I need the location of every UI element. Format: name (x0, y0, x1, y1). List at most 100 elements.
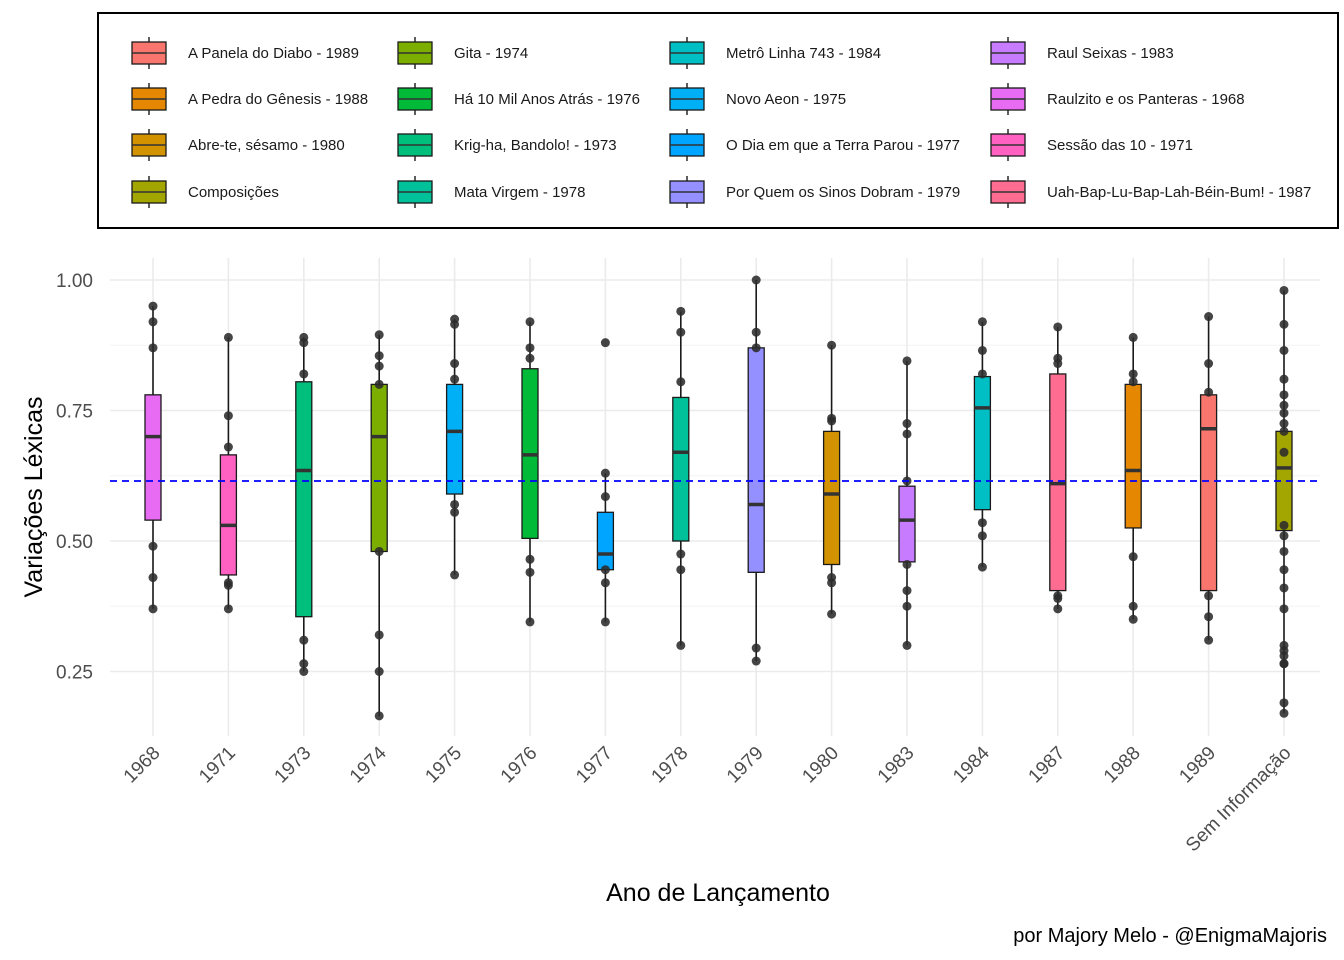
data-point (1204, 591, 1214, 601)
data-point (1279, 390, 1289, 400)
legend-item: Há 10 Mil Anos Atrás - 1976 (397, 83, 640, 115)
box-1975 (445, 314, 464, 580)
x-tick-label: 1989 (1175, 743, 1220, 788)
data-point (676, 306, 686, 316)
data-point (374, 546, 384, 556)
data-point (374, 330, 384, 340)
data-point (600, 492, 610, 502)
data-point (1128, 614, 1138, 624)
data-point (1128, 369, 1138, 379)
data-point (148, 317, 158, 327)
data-point (1279, 565, 1289, 575)
x-tick-label: 1974 (346, 742, 391, 787)
box-1984 (973, 317, 992, 572)
data-point (827, 578, 837, 588)
legend-label: Krig-ha, Bandolo! - 1973 (454, 137, 617, 154)
legend-item: Raul Seixas - 1983 (990, 37, 1174, 69)
data-point (1279, 374, 1289, 384)
x-tick-label: 1984 (949, 742, 994, 787)
data-point (223, 332, 233, 342)
x-tick-label: 1973 (271, 743, 316, 788)
data-point (902, 601, 912, 611)
box-Sem Informação (1275, 285, 1293, 718)
data-point (827, 340, 837, 350)
data-point (450, 507, 460, 517)
data-point (450, 374, 460, 384)
data-point (1279, 319, 1289, 329)
legend-label: A Pedra do Gênesis - 1988 (188, 91, 368, 108)
data-point (1204, 387, 1214, 397)
data-point (525, 317, 535, 327)
legend-label: Novo Aeon - 1975 (726, 91, 846, 108)
data-point (751, 275, 761, 285)
data-point (827, 416, 837, 426)
legend-item: A Panela do Diabo - 1989 (131, 37, 359, 69)
legend-label: Metrô Linha 743 - 1984 (726, 45, 881, 62)
legend-item: Mata Virgem - 1978 (397, 176, 585, 208)
data-point (1279, 651, 1289, 661)
box-iqr (144, 394, 162, 521)
data-point (374, 711, 384, 721)
data-point (977, 317, 987, 327)
data-point (1279, 531, 1289, 541)
data-point (525, 343, 535, 353)
x-axis-ticks: 1968 1971 1973 1974 1975 1976 1977 1978 1979 1980… (120, 742, 1296, 856)
box-1988 (1124, 332, 1142, 624)
box-1977 (596, 338, 615, 627)
box-iqr (672, 396, 690, 542)
legend-label: Raulzito e os Panteras - 1968 (1047, 91, 1245, 108)
data-point (977, 369, 987, 379)
data-point (1279, 546, 1289, 556)
data-point (1279, 520, 1289, 530)
data-point (223, 442, 233, 452)
data-point (148, 573, 158, 583)
data-point (299, 635, 309, 645)
data-point (525, 617, 535, 627)
legend-item: Novo Aeon - 1975 (669, 83, 846, 115)
y-tick-label: 1.00 (56, 271, 93, 292)
data-point (450, 319, 460, 329)
data-point (676, 327, 686, 337)
caption: por Majory Melo - @EnigmaMajoris (1013, 925, 1327, 947)
data-point (1053, 593, 1063, 603)
data-point (902, 356, 912, 366)
data-point (223, 580, 233, 590)
data-point (600, 565, 610, 575)
legend-item: Sessão das 10 - 1971 (990, 129, 1193, 161)
x-tick-label: 1968 (120, 743, 165, 788)
data-point (148, 301, 158, 311)
data-point (751, 656, 761, 666)
y-axis-title: Variações Léxicas (20, 396, 48, 597)
data-point (525, 554, 535, 564)
data-point (1204, 312, 1214, 322)
data-point (1053, 322, 1063, 332)
box-iqr (295, 381, 313, 618)
data-point (676, 549, 686, 559)
legend-label: Há 10 Mil Anos Atrás - 1976 (454, 91, 640, 108)
box-iqr (445, 383, 464, 495)
legend-item: A Pedra do Gênesis - 1988 (131, 83, 368, 115)
data-point (902, 559, 912, 569)
data-point (1279, 583, 1289, 593)
box-iqr (747, 347, 765, 573)
x-tick-label: 1975 (421, 743, 466, 788)
data-point (374, 361, 384, 371)
x-tick-label: 1987 (1025, 743, 1070, 788)
legend-item: Gita - 1974 (397, 37, 528, 69)
data-point (450, 359, 460, 369)
data-point (450, 499, 460, 509)
legend-item: Abre-te, sésamo - 1980 (131, 129, 345, 161)
legend-label: Abre-te, sésamo - 1980 (188, 137, 345, 154)
data-point (1204, 359, 1214, 369)
data-point (1279, 400, 1289, 410)
data-point (676, 640, 686, 650)
data-point (977, 518, 987, 528)
data-point (1204, 612, 1214, 622)
box-iqr (822, 430, 841, 566)
data-point (299, 338, 309, 348)
data-point (299, 667, 309, 676)
box-1979 (747, 275, 765, 666)
box-1968 (144, 301, 162, 614)
data-point (1279, 604, 1289, 614)
